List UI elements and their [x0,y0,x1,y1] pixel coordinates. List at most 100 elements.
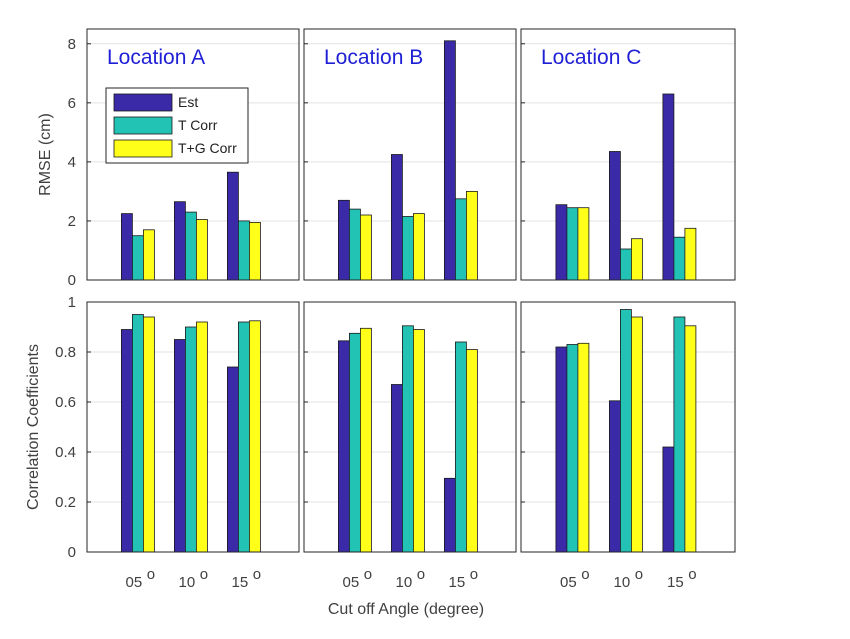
panel-frame-rmse-2 [520,28,736,281]
bar-rmse-location-c-15-t-corr [673,236,686,281]
bar-correlation-location-b-05-t-corr [348,332,361,553]
bar-rmse-location-a-15-t-corr [237,220,250,281]
xtick-label-location-b-15: 15 [449,574,466,591]
bar-correlation-location-c-10-t-g-corr [631,316,643,553]
bar-correlation-location-b-15-t-corr [454,341,467,553]
bar-correlation-location-b-10-t-corr [401,325,414,553]
ytick-label-correlation-3: 0.6 [55,394,76,411]
bar-rmse-location-a-10-t-corr [184,211,197,281]
bar-correlation-location-a-05-est [121,329,133,553]
xtick-label-location-a-05: 05 [126,574,143,591]
bar-rmse-location-b-10-est [390,154,403,281]
bar-correlation-location-b-10-est [390,384,403,553]
bar-correlation-location-c-15-t-corr [673,316,686,553]
bar-rmse-location-c-10-t-corr [620,248,632,281]
panel-frame-correlation-0 [86,301,300,553]
bar-correlation-location-b-05-est [337,340,350,553]
bar-rmse-location-a-05-t-g-corr [142,229,155,281]
bar-correlation-location-c-15-t-g-corr [684,325,697,553]
bar-correlation-location-c-10-est [609,400,621,553]
xtick-label-location-a-10: 10 [179,574,196,591]
xtick-label-location-c-05: 05 [560,574,577,591]
bar-correlation-location-a-10-t-g-corr [195,321,208,553]
panel-frame-rmse-1 [303,28,517,281]
ytick-label-rmse-1: 2 [68,213,76,230]
ytick-label-correlation-5: 1 [68,294,76,311]
xtick-degree-location-c-05: o [581,566,589,583]
xtick-degree-location-b-15: o [470,566,478,583]
ytick-label-correlation-0: 0 [68,544,76,561]
bar-rmse-location-b-10-t-corr [401,216,414,281]
xtick-degree-location-a-15: o [253,566,261,583]
bar-rmse-location-a-10-t-g-corr [195,219,208,281]
legend-swatch-t-g-corr [113,139,173,158]
bar-correlation-location-a-05-t-g-corr [142,316,155,553]
xtick-label-location-c-10: 10 [614,574,631,591]
ytick-label-rmse-4: 8 [68,36,76,53]
bar-correlation-location-b-15-t-g-corr [465,349,478,553]
bar-rmse-location-c-05-t-corr [566,207,579,281]
ytick-label-correlation-2: 0.4 [55,444,76,461]
ytick-label-rmse-0: 0 [68,272,76,289]
y-axis-title-rmse: RMSE (cm) [37,113,54,196]
bar-correlation-location-a-15-t-corr [237,321,250,553]
bar-rmse-location-b-05-t-corr [348,208,361,281]
legend-label-t-g-corr: T+G Corr [178,140,237,156]
xtick-label-location-a-15: 15 [232,574,249,591]
ytick-label-correlation-4: 0.8 [55,344,76,361]
bar-rmse-location-a-05-t-corr [131,235,144,281]
bar-correlation-location-c-05-t-g-corr [577,342,590,553]
bar-rmse-location-b-05-est [337,199,350,281]
y-axis-title-correlation: Correlation Coefficients [25,344,42,510]
xtick-label-location-b-10: 10 [396,574,413,591]
bar-rmse-location-a-15-t-g-corr [248,221,261,281]
panel-frame-correlation-1 [303,301,517,553]
xtick-degree-location-c-15: o [688,566,696,583]
legend-swatch-est [113,93,173,112]
legend-swatch-t-corr [113,116,173,135]
ytick-label-rmse-3: 6 [68,95,76,112]
bar-rmse-location-b-15-t-g-corr [465,190,478,281]
bar-rmse-location-b-10-t-g-corr [412,213,425,281]
xtick-degree-location-b-05: o [364,566,372,583]
bar-rmse-location-a-10-est [173,201,186,281]
bar-rmse-location-b-15-t-corr [454,198,467,281]
panel-frame-correlation-2 [520,301,736,553]
bar-correlation-location-b-10-t-g-corr [412,329,425,553]
bar-rmse-location-a-05-est [121,213,133,281]
xtick-degree-location-b-10: o [417,566,425,583]
bar-correlation-location-b-15-est [443,477,456,553]
bar-rmse-location-c-05-est [555,204,568,281]
xtick-degree-location-a-10: o [200,566,208,583]
x-axis-title: Cut off Angle (degree) [328,601,484,618]
bar-rmse-location-c-10-t-g-corr [631,238,643,281]
xtick-label-location-c-15: 15 [667,574,684,591]
bar-correlation-location-a-10-est [173,339,186,553]
panel-title-location-a: Location A [107,46,205,69]
bar-correlation-location-a-15-t-g-corr [248,320,261,553]
bar-correlation-location-b-05-t-g-corr [359,327,372,553]
bar-rmse-location-c-10-est [609,151,621,281]
ytick-label-rmse-2: 4 [68,154,76,171]
bar-rmse-location-c-05-t-g-corr [577,207,590,281]
bar-correlation-location-c-05-est [555,346,568,553]
bar-correlation-location-c-15-est [662,446,675,553]
bar-rmse-location-b-15-est [443,40,456,281]
panel-title-location-c: Location C [541,46,641,69]
bar-rmse-location-b-05-t-g-corr [359,214,372,281]
bar-correlation-location-a-10-t-corr [184,326,197,553]
bar-correlation-location-c-10-t-corr [620,309,632,553]
xtick-label-location-b-05: 05 [343,574,360,591]
bar-rmse-location-a-15-est [226,171,239,281]
bar-correlation-location-c-05-t-corr [566,344,579,553]
panel-title-location-b: Location B [324,46,423,69]
bar-rmse-location-c-15-t-g-corr [684,227,697,281]
panel-frame-rmse-0 [86,28,300,281]
legend-label-t-corr: T Corr [178,117,218,133]
bar-correlation-location-a-15-est [226,366,239,553]
xtick-degree-location-a-05: o [147,566,155,583]
ytick-label-correlation-1: 0.2 [55,494,76,511]
bar-rmse-location-c-15-est [662,93,675,281]
legend-label-est: Est [178,94,198,110]
